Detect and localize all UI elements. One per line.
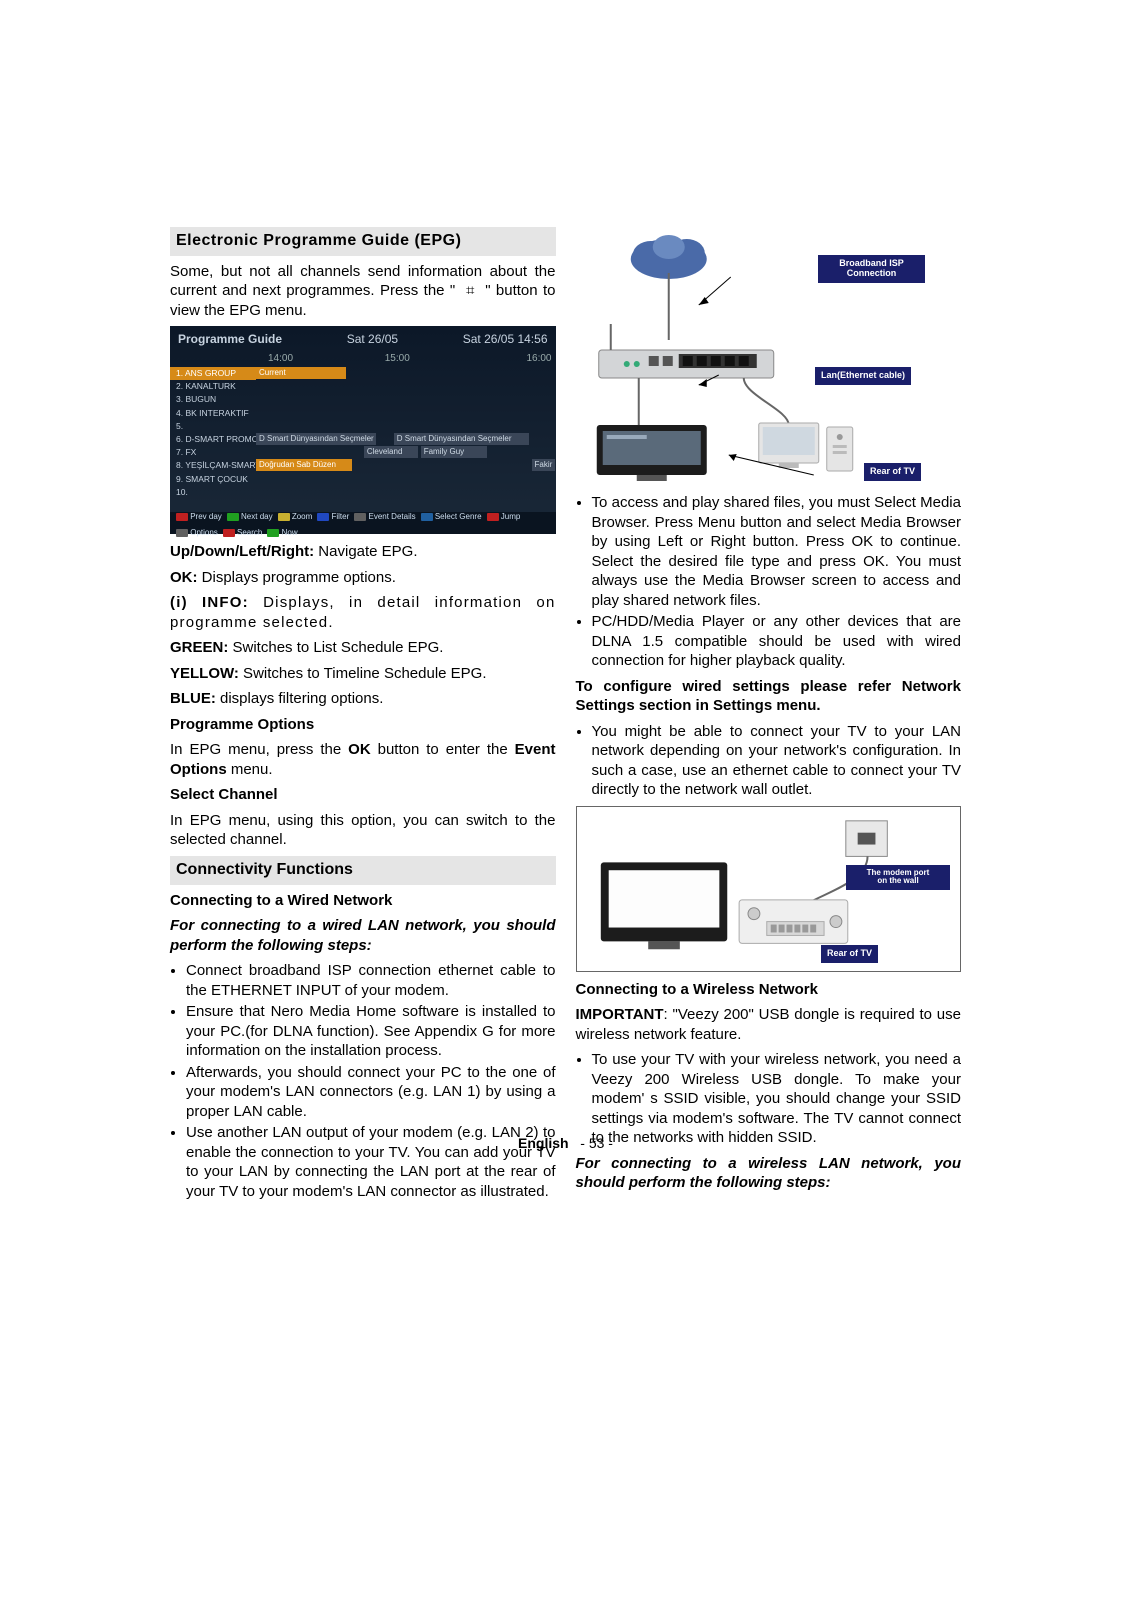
two-column-layout: Electronic Programme Guide (EPG) Some, b… <box>170 225 961 1207</box>
epg-programme-block: D Smart Dünyasından Seçmeler <box>394 433 529 445</box>
color-dot-icon <box>317 513 329 521</box>
wireless-heading: Connecting to a Wireless Network <box>576 980 962 1000</box>
epg-time-1: 14:00 <box>264 350 381 367</box>
isp-label: Broadband ISPConnection <box>818 255 925 283</box>
configure-wired-note: To configure wired settings please refer… <box>576 677 962 716</box>
epg-channel-list: 1. ANS GROUP2. KANALTURK3. BUGUN4. BK IN… <box>170 367 256 499</box>
wired-intro: For connecting to a wired LAN network, y… <box>170 916 556 955</box>
epg-footer-item: Event Details <box>354 512 415 522</box>
select-channel-heading: Select Channel <box>170 785 556 805</box>
wired-step-1: Connect broadband ISP connection etherne… <box>186 961 556 1000</box>
epg-footer-item: Now <box>267 528 297 538</box>
epg-heading: Electronic Programme Guide (EPG) <box>170 227 556 256</box>
wired-step-2: Ensure that Nero Media Home software is … <box>186 1002 556 1061</box>
lan-direct-bullet: You might be able to connect your TV to … <box>592 722 962 800</box>
modem-port-label: The modem porton the wall <box>846 865 950 891</box>
rear-of-tv-label-2: Rear of TV <box>821 945 878 963</box>
epg-grid: Current D Smart Dünyasından Seçmeler D Sma… <box>256 367 556 499</box>
epg-channel-row: 3. BUGUN <box>170 393 256 406</box>
page-footer: English - 53 - <box>0 1134 1131 1152</box>
epg-datetime: Sat 26/05 14:56 <box>463 332 548 348</box>
color-dot-icon <box>487 513 499 521</box>
nav-line: Up/Down/Left/Right: Navigate EPG. <box>170 542 556 562</box>
epg-title-row: Programme Guide Sat 26/05 Sat 26/05 14:5… <box>170 326 556 350</box>
epg-time-2: 15:00 <box>381 350 498 367</box>
epg-channel-row: 4. BK INTERAKTIF <box>170 407 256 420</box>
blue-line: BLUE: displays filtering options. <box>170 689 556 709</box>
color-dot-icon <box>227 513 239 521</box>
select-channel-text: In EPG menu, using this option, you can … <box>170 811 556 850</box>
wireless-important: IMPORTANT: "Veezy 200" USB dongle is req… <box>576 1005 962 1044</box>
epg-screenshot: Programme Guide Sat 26/05 Sat 26/05 14:5… <box>170 326 556 534</box>
wireless-intro: For connecting to a wireless LAN network… <box>576 1154 962 1193</box>
epg-programme-block: Cleveland <box>364 446 418 458</box>
color-dot-icon <box>354 513 366 521</box>
epg-channel-row: 5. <box>170 420 256 433</box>
media-browser-bullet: To access and play shared files, you mus… <box>592 493 962 610</box>
epg-title: Programme Guide <box>178 332 282 348</box>
epg-footer-item: Next day <box>227 512 273 522</box>
programme-options-text: In EPG menu, press the OK button to ente… <box>170 740 556 779</box>
epg-channel-row: 9. SMART ÇOCUK <box>170 473 256 486</box>
right-column: Broadband ISPConnection Lan(Ethernet cab… <box>576 225 962 1199</box>
right-bullets-2: You might be able to connect your TV to … <box>576 722 962 800</box>
color-dot-icon <box>223 529 235 537</box>
right-bullets-1: To access and play shared files, you mus… <box>576 493 962 671</box>
epg-channel-row: 7. FX <box>170 446 256 459</box>
color-dot-icon <box>278 513 290 521</box>
epg-time-3: 16:00 <box>498 350 556 367</box>
epg-channel-row: 6. D-SMART PROMO <box>170 433 256 446</box>
epg-intro: Some, but not all channels send informat… <box>170 262 556 321</box>
epg-channel-row: 10. <box>170 486 256 499</box>
epg-programme-block: D Smart Dünyasından Seçmeler <box>256 433 376 445</box>
lan-label: Lan(Ethernet cable) <box>815 367 911 385</box>
wired-heading: Connecting to a Wired Network <box>170 891 556 911</box>
info-line: (i) INFO: Displays, in detail informatio… <box>170 593 556 632</box>
color-dot-icon <box>421 513 433 521</box>
wired-steps-list: Connect broadband ISP connection etherne… <box>170 961 556 1201</box>
network-diagram-2: The modem porton the wall Rear of TV <box>576 806 962 972</box>
epg-programme-block: Family Guy <box>421 446 487 458</box>
ok-line: OK: Displays programme options. <box>170 568 556 588</box>
connectivity-heading: Connectivity Functions <box>170 856 556 885</box>
epg-footer-item: Prev day <box>176 512 222 522</box>
epg-channel-row: 8. YEŞİLÇAM-SMART <box>170 459 256 472</box>
yellow-line: YELLOW: Switches to Timeline Schedule EP… <box>170 664 556 684</box>
network-diagram-1: Broadband ISPConnection Lan(Ethernet cab… <box>576 225 962 485</box>
epg-footer-item: Jump <box>487 512 521 522</box>
epg-footer-item: Zoom <box>278 512 313 522</box>
color-dot-icon <box>176 513 188 521</box>
epg-body: 1. ANS GROUP2. KANALTURK3. BUGUN4. BK IN… <box>170 367 556 499</box>
epg-footer: Prev day Next day Zoom Filter Event Deta… <box>170 512 556 534</box>
epg-channel-row: 1. ANS GROUP <box>170 367 256 380</box>
rear-of-tv-label-1: Rear of TV <box>864 463 921 481</box>
epg-footer-item: Search <box>223 528 263 538</box>
epg-footer-item: Select Genre <box>421 512 482 522</box>
epg-footer-item: Filter <box>317 512 349 522</box>
epg-programme-block: Fakir <box>532 459 556 471</box>
epg-date: Sat 26/05 <box>347 332 398 348</box>
epg-footer-item: Options <box>176 528 218 538</box>
epg-programme-block: Current <box>256 367 346 379</box>
color-dot-icon <box>267 529 279 537</box>
epg-programme-block: Doğrudan Sab Düzen <box>256 459 352 471</box>
wired-step-3: Afterwards, you should connect your PC t… <box>186 1063 556 1122</box>
green-line: GREEN: Switches to List Schedule EPG. <box>170 638 556 658</box>
page: Electronic Programme Guide (EPG) Some, b… <box>0 0 1131 1600</box>
programme-options-heading: Programme Options <box>170 715 556 735</box>
footer-language: English <box>518 1135 569 1151</box>
epg-times-row: 14:00 15:00 16:00 <box>170 350 556 367</box>
color-dot-icon <box>176 529 188 537</box>
left-column: Electronic Programme Guide (EPG) Some, b… <box>170 225 556 1207</box>
footer-page-number: - 53 - <box>580 1135 613 1151</box>
dlna-bullet: PC/HDD/Media Player or any other devices… <box>592 612 962 671</box>
epg-channel-row: 2. KANALTURK <box>170 380 256 393</box>
